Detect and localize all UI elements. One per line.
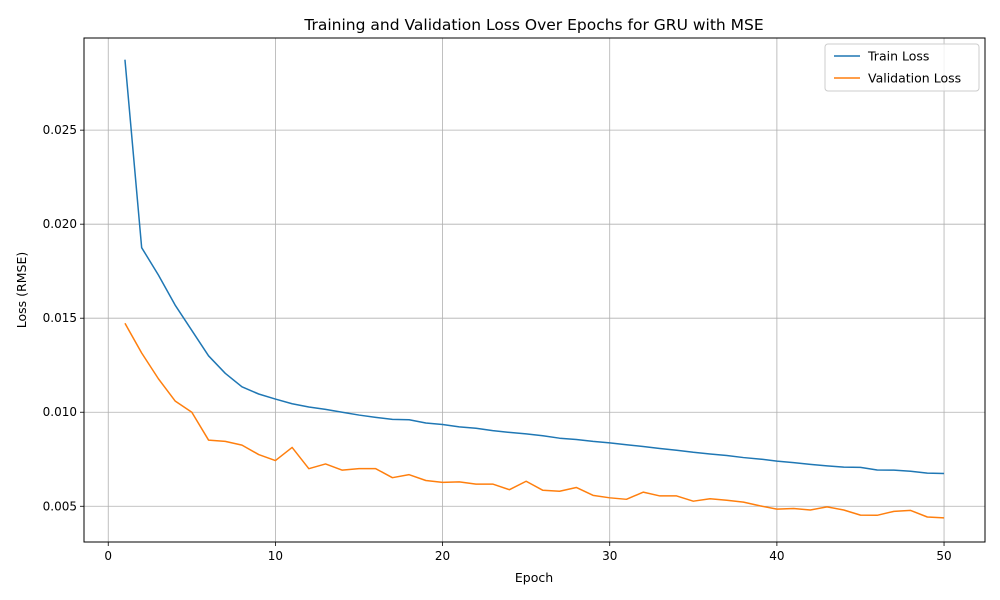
x-tick-label: 10: [268, 549, 283, 563]
y-axis-label: Loss (RMSE): [14, 252, 29, 328]
x-tick-label: 50: [936, 549, 951, 563]
y-tick-label: 0.010: [43, 405, 77, 419]
legend-label-train-loss: Train Loss: [867, 49, 929, 64]
y-tick-label: 0.015: [43, 311, 77, 325]
legend: Train Loss Validation Loss: [824, 43, 980, 92]
series-line-train-loss: [124, 59, 945, 475]
x-tick-label: 0: [104, 549, 112, 563]
legend-label-validation-loss: Validation Loss: [868, 71, 961, 86]
axis-ticks: 0 10 20 30 40 50 0.005 0.010 0.015 0.020 0.025: [43, 123, 952, 563]
y-tick-label: 0.005: [43, 499, 77, 513]
x-tick-label: 20: [435, 549, 450, 563]
series-line-validation-loss: [124, 322, 945, 519]
x-tick-label: 40: [769, 549, 784, 563]
plot-frame: [83, 37, 986, 543]
y-tick-label: 0.025: [43, 123, 77, 137]
x-tick-label: 30: [602, 549, 617, 563]
data-lines: [124, 59, 945, 519]
legend-box: [824, 43, 980, 92]
grid-lines: [84, 38, 985, 542]
chart-title: Training and Validation Loss Over Epochs…: [303, 16, 763, 34]
y-tick-label: 0.020: [43, 217, 77, 231]
x-axis-label: Epoch: [515, 570, 553, 585]
